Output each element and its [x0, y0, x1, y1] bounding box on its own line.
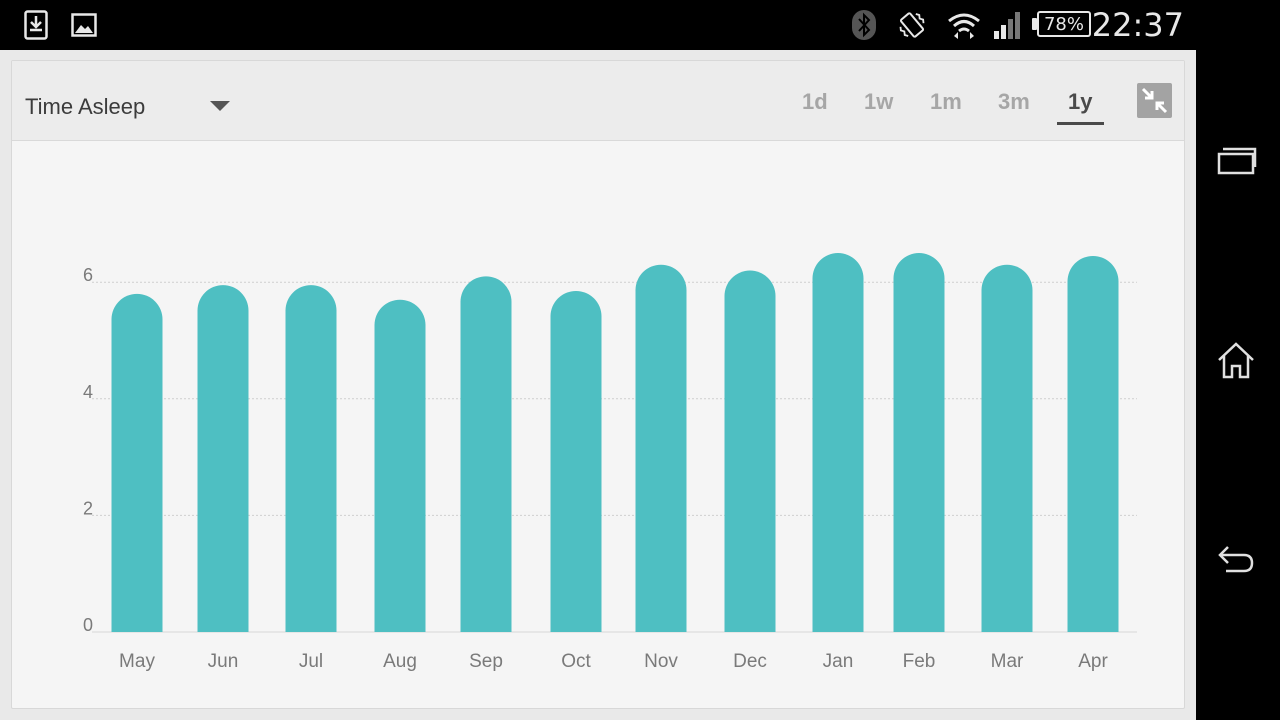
home-icon[interactable] — [1216, 340, 1256, 380]
bar-jul[interactable] — [285, 285, 337, 632]
x-tick-label: Jun — [208, 651, 239, 672]
x-tick-label: Feb — [903, 651, 936, 672]
tab-1d[interactable]: 1d — [802, 89, 828, 114]
x-tick-label: Jul — [299, 651, 323, 672]
recent-apps-icon[interactable] — [1217, 145, 1257, 175]
x-tick-label: Oct — [561, 651, 591, 672]
x-tick-label: Dec — [733, 651, 767, 672]
y-tick-label: 2 — [83, 498, 93, 518]
active-tab-indicator — [1057, 122, 1104, 125]
bar-jun[interactable] — [197, 285, 249, 632]
bar-jan[interactable] — [812, 253, 864, 632]
app-content: Time Asleep 1d 1w 1m 3m 1y 0 2 4 6 May Jun Jul… — [0, 50, 1196, 720]
image-icon — [71, 13, 97, 37]
clock: 22:37 — [1091, 6, 1184, 44]
tab-3m[interactable]: 3m — [998, 89, 1030, 114]
bar-sep[interactable] — [460, 276, 512, 632]
bar-nov[interactable] — [635, 264, 687, 632]
vibrate-icon — [899, 12, 925, 38]
wifi-icon — [948, 13, 980, 39]
signal-icon — [994, 12, 1020, 39]
battery-icon: 78% — [1037, 11, 1091, 37]
tab-1y[interactable]: 1y — [1068, 89, 1093, 114]
collapse-icon — [1141, 87, 1168, 114]
bar-mar[interactable] — [981, 264, 1033, 632]
bar-dec[interactable] — [724, 270, 776, 632]
x-tick-label: Nov — [644, 651, 678, 672]
x-tick-label: Mar — [991, 651, 1024, 672]
y-tick-label: 6 — [83, 265, 93, 285]
bluetooth-icon — [852, 10, 876, 40]
x-tick-label: Jan — [823, 651, 854, 672]
tab-1m[interactable]: 1m — [930, 89, 962, 114]
x-tick-label: May — [119, 651, 155, 672]
bar-oct[interactable] — [550, 290, 602, 632]
metric-title[interactable]: Time Asleep — [25, 94, 146, 119]
bar-chart: 0 2 4 6 May Jun Jul Aug Sep Oct Nov Dec Jan Feb Mar Apr — [83, 253, 1137, 672]
bar-feb[interactable] — [893, 253, 945, 632]
card-header: Time Asleep 1d 1w 1m 3m 1y — [12, 61, 1184, 141]
x-tick-label: Aug — [383, 651, 417, 672]
x-tick-label: Sep — [469, 651, 503, 672]
navigation-bar — [1196, 0, 1280, 720]
y-tick-label: 0 — [83, 615, 93, 635]
bar-aug[interactable] — [374, 299, 426, 632]
back-icon[interactable] — [1216, 543, 1256, 577]
tab-1w[interactable]: 1w — [864, 89, 894, 114]
battery-level: 78% — [1043, 14, 1084, 35]
collapse-button[interactable] — [1137, 83, 1172, 118]
chart-card: Time Asleep 1d 1w 1m 3m 1y 0 2 4 6 May Jun Jul… — [11, 60, 1185, 709]
dropdown-arrow-icon[interactable] — [210, 101, 230, 111]
bar-may[interactable] — [111, 293, 163, 632]
y-tick-label: 4 — [83, 382, 93, 402]
battery-nub — [1032, 18, 1037, 30]
x-tick-label: Apr — [1078, 651, 1108, 672]
bar-apr[interactable] — [1067, 255, 1119, 632]
status-bar: 78% 22:37 — [0, 0, 1196, 50]
download-icon — [24, 10, 48, 40]
